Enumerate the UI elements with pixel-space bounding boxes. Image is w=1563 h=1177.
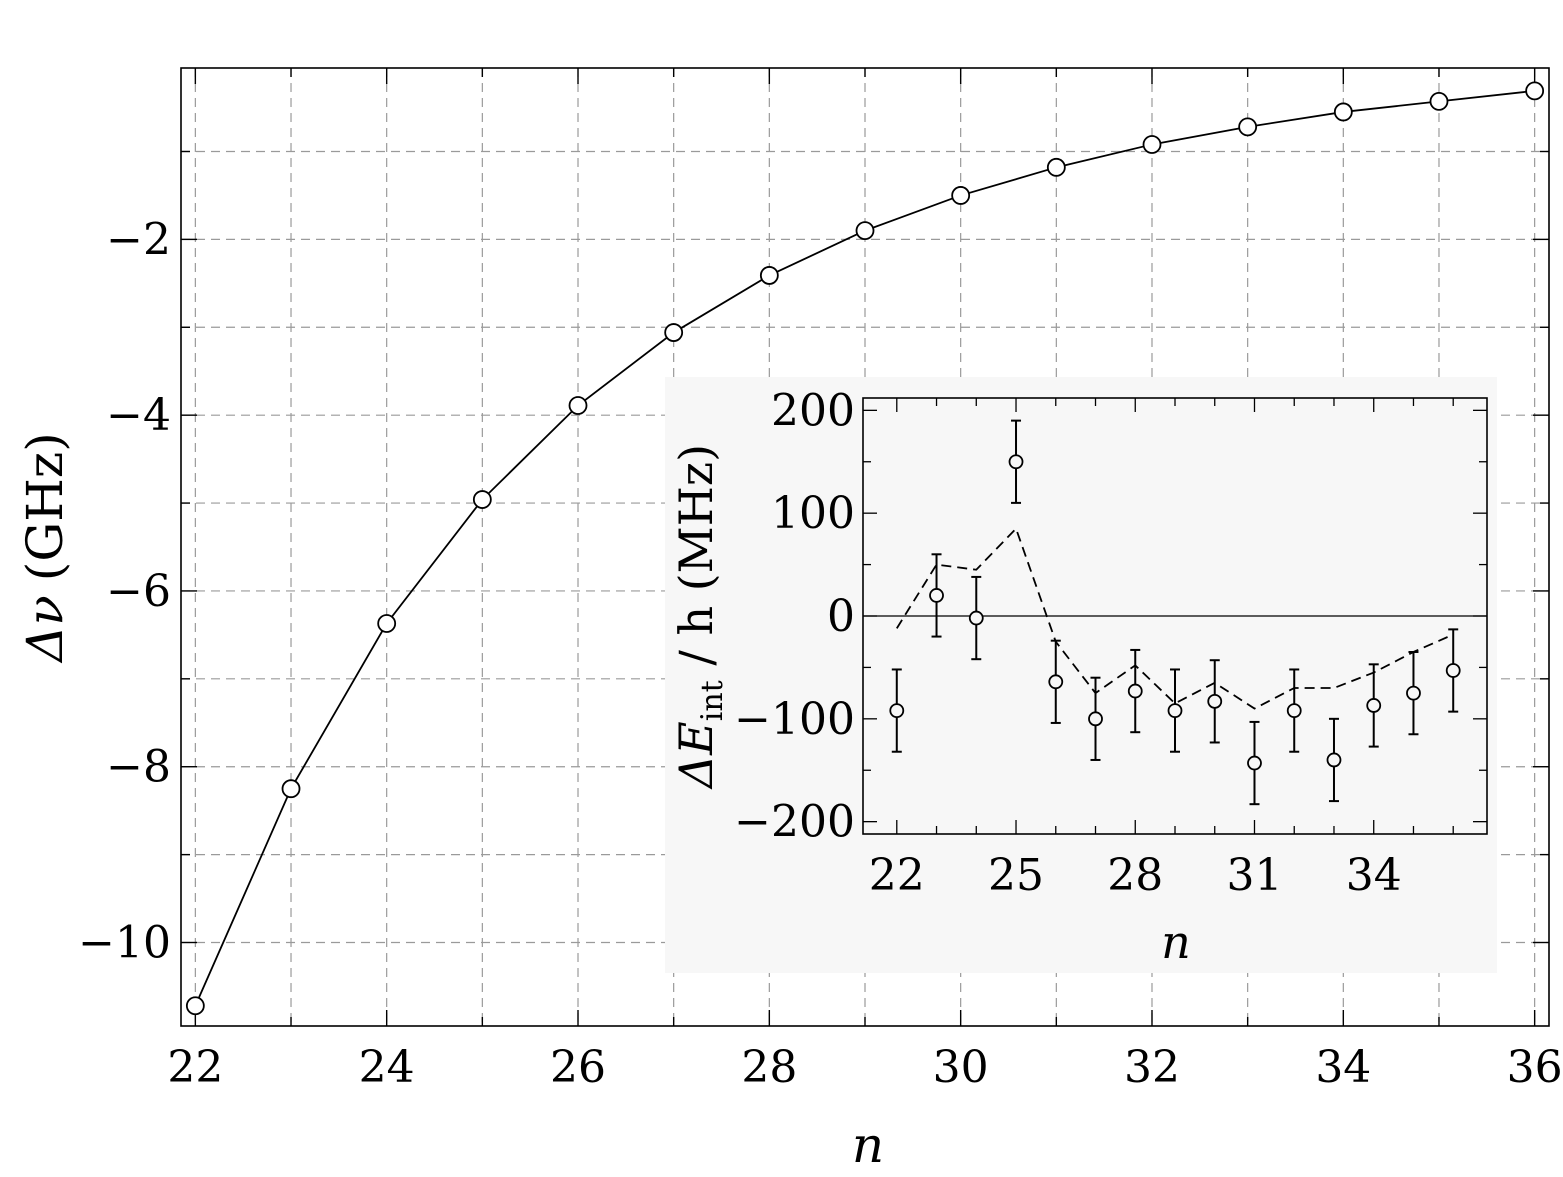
inset-tick-labels: 22 25 28 31 34 200 100 0 −100 −200 xyxy=(734,385,1402,901)
inset-x-tick-label: 34 xyxy=(1346,850,1402,901)
inset-x-tick-label: 25 xyxy=(988,850,1044,901)
main-x-tick-label: 34 xyxy=(1315,1042,1371,1093)
inset-data-point xyxy=(1286,703,1302,719)
main-y-tick-label: −4 xyxy=(106,390,171,441)
main-x-tick-label: 22 xyxy=(167,1042,223,1093)
inset-y-axis-unit: / h (MHz) xyxy=(669,444,723,680)
inset-data-point xyxy=(1207,693,1223,709)
inset-y-axis-label: ΔEint / h (MHz) xyxy=(669,444,730,790)
main-data-point xyxy=(185,996,205,1016)
main-x-tick-label: 36 xyxy=(1507,1042,1563,1093)
inset-data-point xyxy=(1167,703,1183,719)
main-data-point xyxy=(281,779,301,799)
inset-y-tick-label: 100 xyxy=(771,488,855,539)
main-x-tick-label: 24 xyxy=(359,1042,415,1093)
inset-data-point xyxy=(1127,683,1143,699)
inset-x-tick-label: 22 xyxy=(869,850,925,901)
main-data-point xyxy=(472,490,492,509)
main-plot-frame xyxy=(180,67,1550,1027)
inset-y-tick-label: 200 xyxy=(771,385,855,436)
inset-data-point xyxy=(1088,711,1103,727)
main-data-point xyxy=(1333,102,1353,122)
main-y-axis-unit: (GHz) xyxy=(16,432,74,581)
main-data-point xyxy=(1142,135,1162,154)
main-x-tick-label: 30 xyxy=(933,1042,989,1093)
main-x-tick-label: 32 xyxy=(1124,1042,1180,1093)
inset-y-axis-subscript: int xyxy=(695,680,730,721)
main-data-point xyxy=(1238,117,1258,137)
inset-ticks xyxy=(863,398,1487,834)
main-y-axis-label: Δν (GHz) xyxy=(16,432,74,663)
inset-data-point xyxy=(1048,674,1064,690)
inset-data-point xyxy=(1247,755,1262,771)
main-data-point xyxy=(1525,81,1545,101)
main-data-point xyxy=(1429,91,1449,111)
main-data-point xyxy=(759,266,779,285)
inset-data-point xyxy=(929,588,944,603)
inset-model-line xyxy=(896,526,1454,710)
main-series xyxy=(185,81,1545,1016)
inset-y-axis-symbol: ΔE xyxy=(669,721,723,790)
inset-x-tick-label: 28 xyxy=(1107,850,1163,901)
main-y-tick-label: −6 xyxy=(106,566,171,617)
inset-data-point xyxy=(1366,698,1382,713)
inset-data-point xyxy=(1406,685,1421,701)
inset-y-tick-label: −200 xyxy=(734,797,855,848)
inset-data-point xyxy=(1326,752,1342,768)
main-data-point xyxy=(664,323,684,342)
main-y-axis-symbol: Δν xyxy=(16,595,74,664)
main-data-point xyxy=(1046,157,1066,177)
main-tick-labels: 22 24 26 28 30 32 34 36 −10 −8 −6 −4 −2 xyxy=(78,214,1563,1093)
inset-series xyxy=(863,419,1487,806)
main-y-tick-label: −2 xyxy=(106,214,171,265)
main-x-tick-label: 26 xyxy=(550,1042,606,1093)
inset-x-tick-label: 31 xyxy=(1226,850,1282,901)
main-x-tick-label: 28 xyxy=(741,1042,797,1093)
inset-y-tick-label: −100 xyxy=(734,694,855,745)
main-y-tick-label: −10 xyxy=(78,918,171,969)
inset-data-point xyxy=(1008,454,1024,470)
main-x-axis-label: n xyxy=(852,1116,884,1174)
inset-background xyxy=(665,377,1497,973)
inset-y-tick-label: 0 xyxy=(827,591,855,642)
main-ticks xyxy=(181,68,1549,1026)
main-data-point xyxy=(855,221,875,240)
inset-data-point xyxy=(968,610,984,626)
inset-x-axis-label: n xyxy=(1161,915,1191,969)
main-data-point xyxy=(951,186,971,205)
inset-data-point xyxy=(1445,663,1461,678)
main-y-tick-label: −8 xyxy=(106,742,171,793)
inset-data-point xyxy=(889,703,905,719)
main-data-point xyxy=(568,396,588,415)
main-data-point xyxy=(377,614,397,633)
